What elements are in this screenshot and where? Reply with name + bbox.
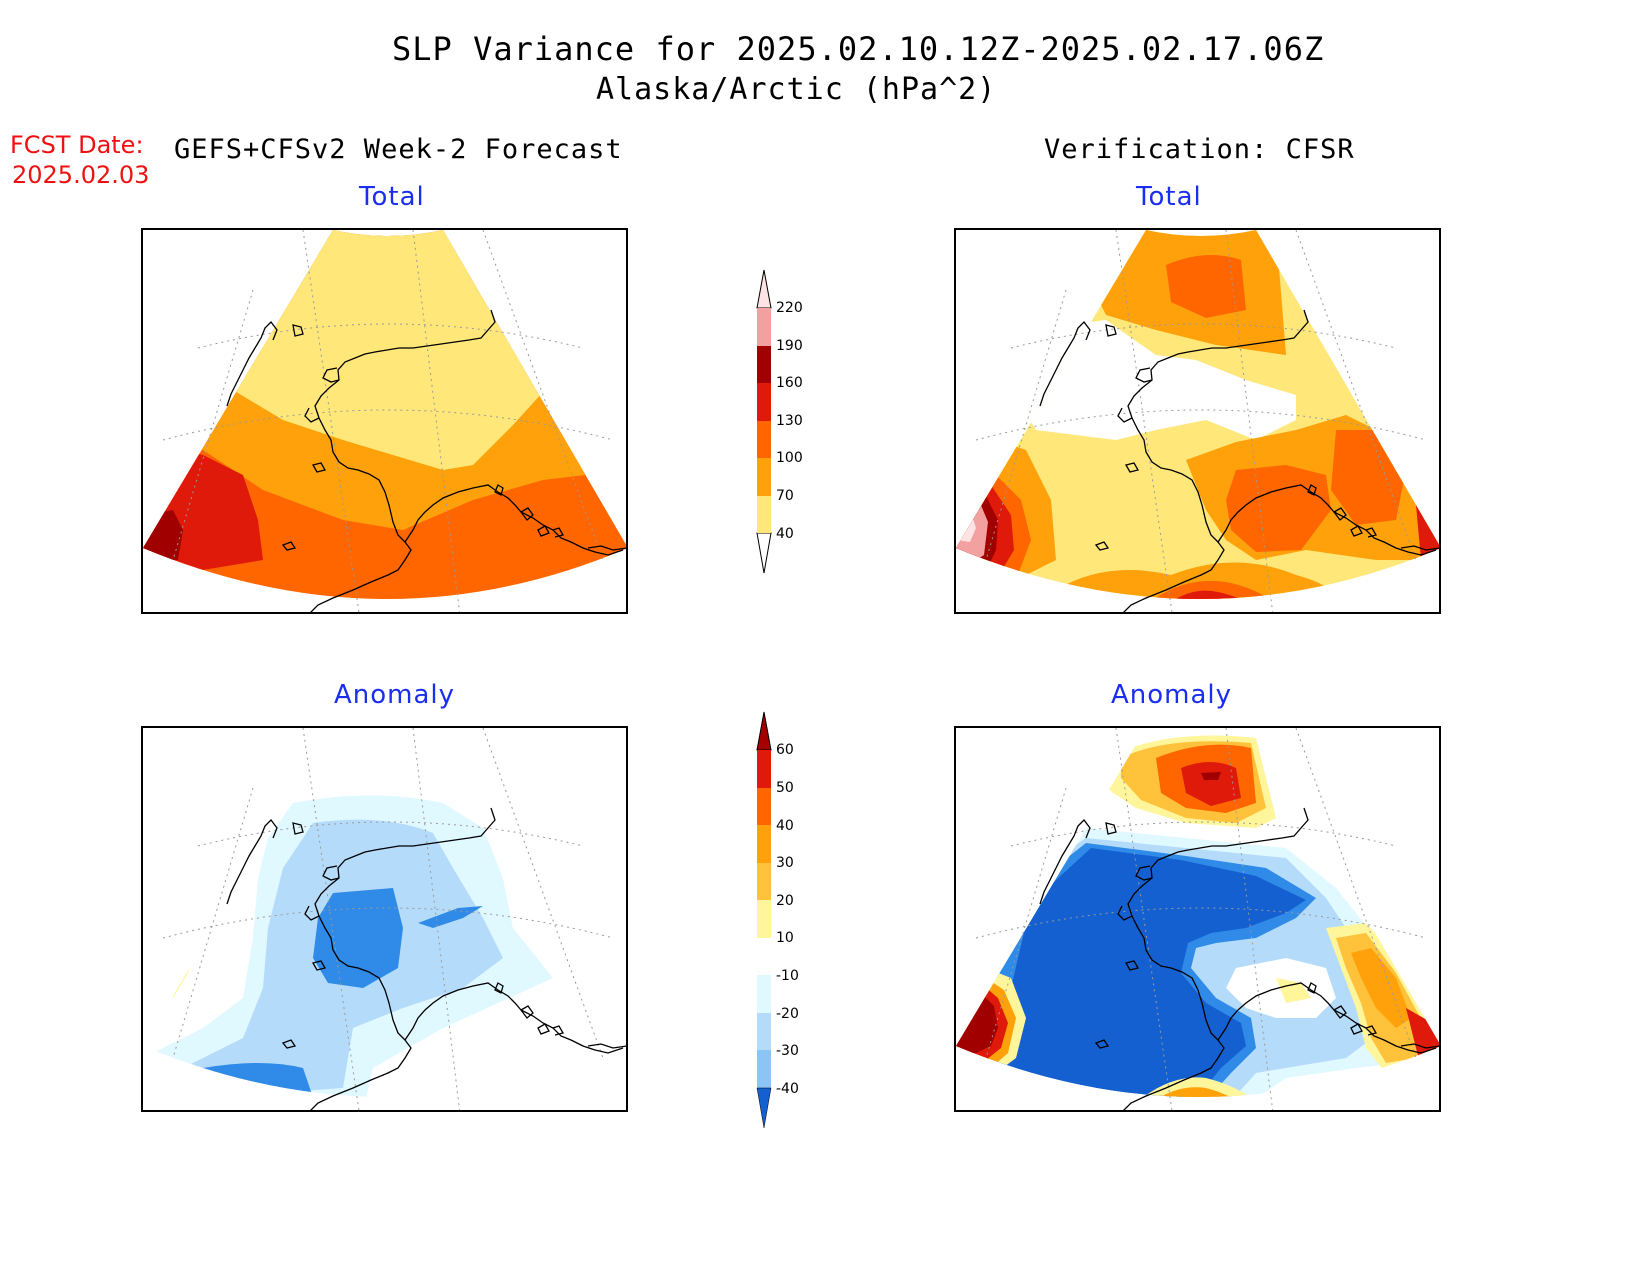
verification-anomaly-title: Anomaly [1111, 680, 1233, 710]
anomaly-colorbar-label-50: 50 [776, 780, 794, 796]
total-colorbar-label-160: 160 [776, 375, 803, 391]
verification-total-map [954, 228, 1441, 614]
verification-anomaly-map [954, 726, 1441, 1112]
verification-total-title: Total [1136, 182, 1202, 212]
forecast-anomaly-map [141, 726, 628, 1112]
anomaly-colorbar-top-cap [756, 711, 772, 751]
fcst-date-label: FCST Date: [10, 131, 144, 159]
total-colorbar-top-cap [756, 269, 772, 309]
total-colorbar-label-70: 70 [776, 488, 794, 504]
anomaly-colorbar-band-30 [757, 863, 771, 900]
anomaly-colorbar-band-40 [757, 825, 771, 863]
anomaly-colorbar-label-40: 40 [776, 818, 794, 834]
chart-subtitle: Alaska/Arctic (hPa^2) [596, 72, 997, 107]
total-colorbar-band-130 [757, 421, 771, 458]
anomaly-colorbar-label-neg20: -20 [776, 1006, 799, 1022]
anomaly-colorbar-band-neg10 [757, 975, 771, 1013]
total-colorbar-label-220: 220 [776, 300, 803, 316]
anomaly-colorbar-label-20: 20 [776, 893, 794, 909]
anomaly-colorbar-label-30: 30 [776, 855, 794, 871]
anomaly-colorbar-band-20 [757, 900, 771, 938]
forecast-column-heading: GEFS+CFSv2 Week-2 Forecast [174, 134, 623, 165]
total-colorbar-band-190 [757, 346, 771, 383]
anomaly-colorbar-label-neg30: -30 [776, 1043, 799, 1059]
forecast-total-map [141, 228, 628, 614]
total-colorbar-bottom-cap [756, 532, 772, 574]
anomaly-colorbar-label-60: 60 [776, 742, 794, 758]
chart-title: SLP Variance for 2025.02.10.12Z-2025.02.… [392, 30, 1325, 68]
total-colorbar [756, 269, 772, 574]
forecast-total-title: Total [359, 182, 425, 212]
anomaly-colorbar-band-60 [757, 750, 771, 788]
anomaly-colorbar-label-neg40: -40 [776, 1081, 799, 1097]
total-colorbar-band-220 [757, 308, 771, 346]
anomaly-colorbar-bottom-cap [756, 1087, 772, 1129]
anomaly-colorbar-band-10 [757, 938, 771, 975]
fcst-date-value: 2025.02.03 [12, 161, 150, 189]
total-colorbar-label-40: 40 [776, 526, 794, 542]
anomaly-colorbar [756, 711, 772, 1129]
anomaly-colorbar-band-50 [757, 788, 771, 825]
total-colorbar-band-160 [757, 383, 771, 421]
verification-column-heading: Verification: CFSR [1044, 134, 1355, 165]
total-colorbar-band-70 [757, 496, 771, 533]
anomaly-colorbar-label-neg10: -10 [776, 968, 799, 984]
total-colorbar-label-190: 190 [776, 338, 803, 354]
total-colorbar-band-100 [757, 458, 771, 496]
anomaly-colorbar-label-10: 10 [776, 930, 794, 946]
anomaly-colorbar-band-neg20 [757, 1013, 771, 1050]
anomaly-colorbar-band-neg30 [757, 1050, 771, 1088]
forecast-anomaly-title: Anomaly [334, 680, 456, 710]
total-colorbar-label-100: 100 [776, 450, 803, 466]
total-colorbar-label-130: 130 [776, 413, 803, 429]
